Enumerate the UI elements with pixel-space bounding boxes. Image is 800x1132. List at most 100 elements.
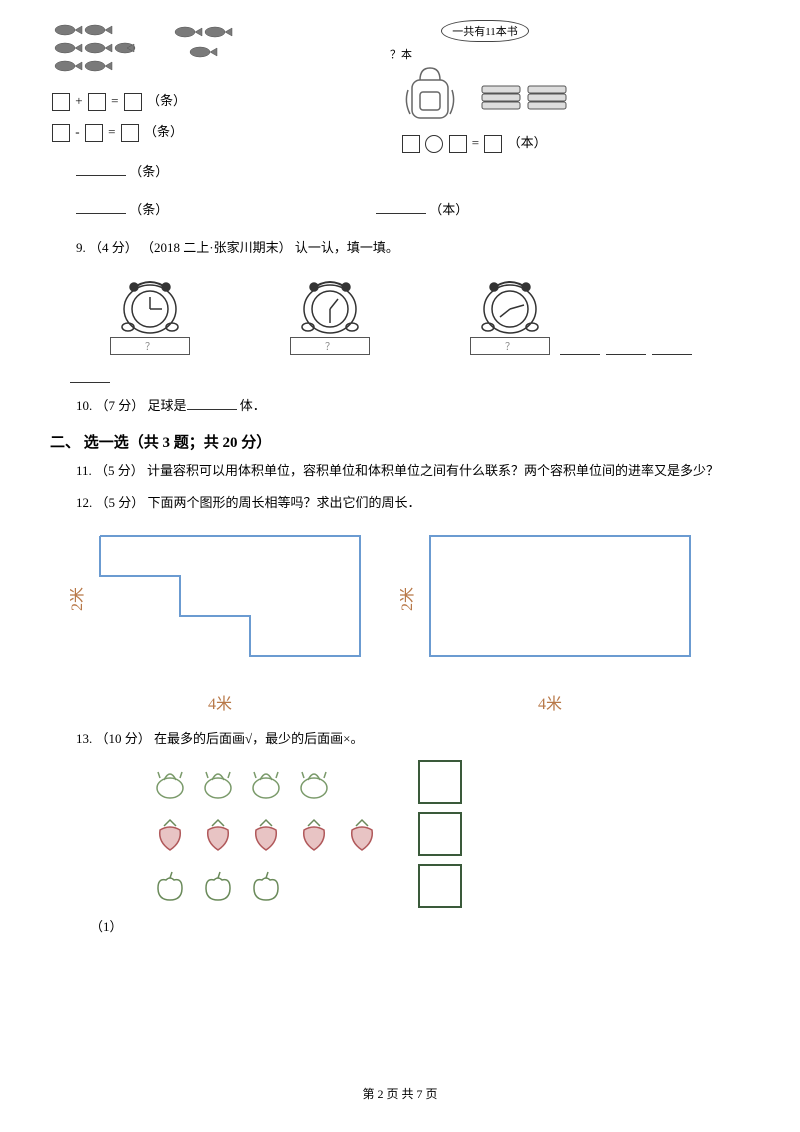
q-number: 10. bbox=[76, 398, 92, 413]
q-points: （7 分） bbox=[96, 398, 145, 413]
apple-icon bbox=[198, 866, 238, 906]
answer-box[interactable]: ？ bbox=[290, 337, 370, 355]
width-label: 4米 bbox=[70, 690, 370, 714]
input-box[interactable] bbox=[449, 135, 467, 153]
speech-bubble: 一共有11本书 bbox=[441, 20, 529, 42]
q-text: 计量容积可以用体积单位，容积单位和体积单位之间有什么联系？两个容积单位间的进率又… bbox=[147, 463, 719, 478]
unit-label: （条） bbox=[129, 164, 168, 179]
input-box[interactable] bbox=[124, 93, 142, 111]
input-box[interactable] bbox=[52, 93, 70, 111]
q-text: 认一认，填一填。 bbox=[295, 240, 399, 255]
apple-items bbox=[150, 866, 286, 906]
strawberry-items bbox=[150, 814, 382, 854]
input-box[interactable] bbox=[121, 124, 139, 142]
q13-row-strawberry bbox=[150, 812, 750, 856]
q-text: 下面两个图形的周长相等吗？求出它们的周长． bbox=[148, 495, 421, 510]
strawberry-icon bbox=[150, 814, 190, 854]
strawberry-icon bbox=[294, 814, 334, 854]
page-footer: 第 2 页 共 7 页 bbox=[50, 1085, 750, 1102]
q-number: 13. bbox=[76, 731, 92, 746]
strawberry-icon bbox=[198, 814, 238, 854]
input-box[interactable] bbox=[88, 93, 106, 111]
q8-left-eq2: - = （条） bbox=[50, 121, 250, 142]
q9-clocks: ？ ？ bbox=[110, 267, 750, 355]
answer-box[interactable]: ？ bbox=[470, 337, 550, 355]
apple-icon bbox=[246, 866, 286, 906]
q-number: 12. bbox=[76, 495, 92, 510]
height-label: 2米 bbox=[70, 587, 86, 611]
q8-left-eq1: + = （条） bbox=[50, 90, 250, 111]
q8-row: + = （条） - = （条） 一共有11本书 ？本 bbox=[50, 20, 750, 153]
unit-label: （条） bbox=[129, 202, 168, 217]
answer-box[interactable] bbox=[418, 760, 462, 804]
height-label: 2米 bbox=[400, 587, 416, 611]
q9: 9. （4 分） （2018 二上·张家川期末） 认一认，填一填。 bbox=[50, 235, 750, 261]
backpack-icon bbox=[400, 62, 460, 122]
q8-left: + = （条） - = （条） bbox=[50, 20, 250, 152]
q-text-after: 体． bbox=[240, 398, 266, 413]
q-number: 11. bbox=[76, 463, 92, 478]
q12-shape-left: 2米 4米 bbox=[70, 526, 370, 714]
fill-blank[interactable] bbox=[376, 200, 426, 214]
q13-sub: （1） bbox=[90, 916, 750, 935]
clock-1: ？ bbox=[110, 267, 190, 355]
fill-blank[interactable] bbox=[76, 162, 126, 176]
clock-3: ？ bbox=[470, 267, 550, 355]
fill-blank[interactable] bbox=[606, 341, 646, 355]
onion-icon bbox=[294, 762, 334, 802]
q8-blank-1: （条） bbox=[50, 159, 750, 185]
books-icon bbox=[480, 72, 570, 122]
clock-icon bbox=[470, 267, 550, 337]
unit-label: （条） bbox=[147, 93, 186, 108]
clock-icon bbox=[110, 267, 190, 337]
q12-shapes: 2米 4米 2米 4米 bbox=[70, 526, 750, 714]
q-source: （2018 二上·张家川期末） bbox=[141, 240, 292, 255]
question-mark-label: ？本 bbox=[390, 46, 600, 62]
answer-box[interactable] bbox=[418, 812, 462, 856]
fish-groups bbox=[50, 20, 250, 80]
operator-circle[interactable] bbox=[425, 135, 443, 153]
q12-shape-right: 2米 4米 bbox=[400, 526, 700, 714]
fish-group-2 bbox=[170, 20, 240, 70]
fill-blank[interactable] bbox=[76, 200, 126, 214]
input-box[interactable] bbox=[85, 124, 103, 142]
onion-icon bbox=[198, 762, 238, 802]
q-text-before: 足球是 bbox=[148, 398, 187, 413]
width-label: 4米 bbox=[400, 690, 700, 714]
clock-icon bbox=[290, 267, 370, 337]
q-points: （5 分） bbox=[96, 495, 145, 510]
q-number: 9. bbox=[76, 240, 86, 255]
unit-label: （本） bbox=[429, 202, 468, 217]
q13-row-onion bbox=[150, 760, 750, 804]
strawberry-icon bbox=[246, 814, 286, 854]
onion-icon bbox=[246, 762, 286, 802]
q11: 11. （5 分） 计量容积可以用体积单位，容积单位和体积单位之间有什么联系？两… bbox=[50, 458, 750, 484]
apple-icon bbox=[150, 866, 190, 906]
q12: 12. （5 分） 下面两个图形的周长相等吗？求出它们的周长． bbox=[50, 490, 750, 516]
q-points: （5 分） bbox=[95, 463, 144, 478]
q13-row-apple bbox=[150, 864, 750, 908]
clock-2: ？ bbox=[290, 267, 370, 355]
input-box[interactable] bbox=[484, 135, 502, 153]
input-box[interactable] bbox=[402, 135, 420, 153]
answer-box[interactable]: ？ bbox=[110, 337, 190, 355]
fish-group-1 bbox=[50, 20, 140, 80]
q8-right: 一共有11本书 ？本 bbox=[370, 20, 600, 153]
fill-blank[interactable] bbox=[187, 396, 237, 410]
onion-icon bbox=[150, 762, 190, 802]
q-text: 在最多的后面画√，最少的后面画×。 bbox=[154, 731, 363, 746]
fill-blank[interactable] bbox=[70, 369, 110, 383]
q8-blanks-row2: （条） （本） bbox=[50, 191, 750, 229]
unit-label: （条） bbox=[144, 124, 183, 139]
fill-blank[interactable] bbox=[560, 341, 600, 355]
q8-right-eq: = （本） bbox=[400, 132, 600, 153]
q-points: （10 分） bbox=[96, 731, 151, 746]
q-points: （4 分） bbox=[89, 240, 138, 255]
fill-blank[interactable] bbox=[652, 341, 692, 355]
input-box[interactable] bbox=[52, 124, 70, 142]
unit-label: （本） bbox=[508, 135, 547, 150]
answer-box[interactable] bbox=[418, 864, 462, 908]
q10: 10. （7 分） 足球是 体． bbox=[50, 393, 750, 419]
q13: 13. （10 分） 在最多的后面画√，最少的后面画×。 bbox=[50, 726, 750, 752]
strawberry-icon bbox=[342, 814, 382, 854]
